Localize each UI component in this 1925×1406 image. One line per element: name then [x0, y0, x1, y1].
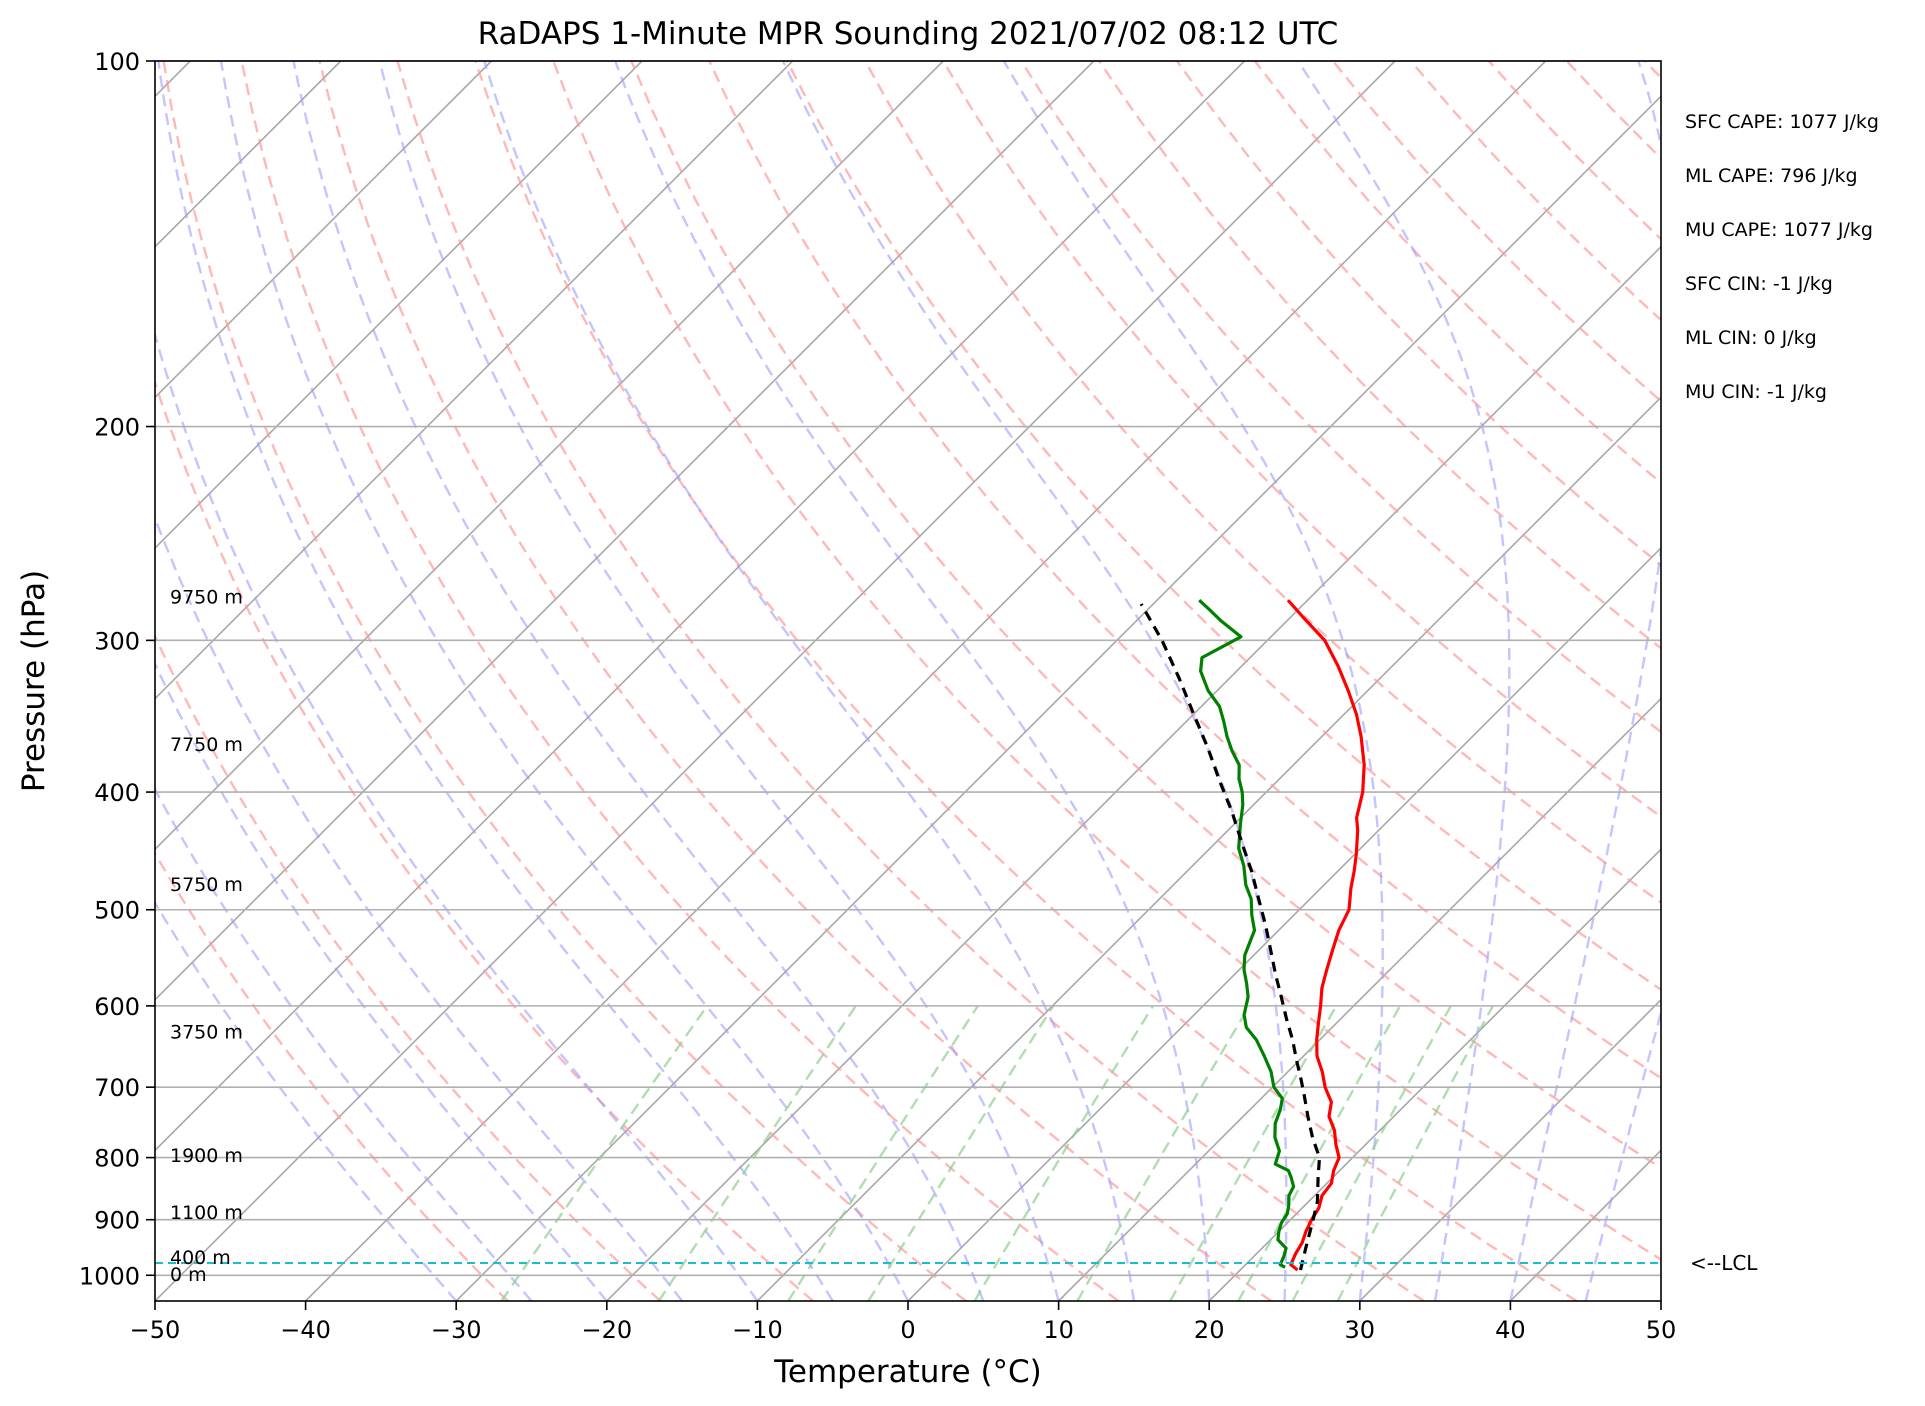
isotherm-line	[455, 95, 1661, 1301]
cape-cin-annotations: SFC CAPE: 1077 J/kg ML CAPE: 796 J/kg MU C…	[1685, 111, 1879, 403]
moist-adiabat-line	[155, 661, 608, 1301]
dry-adiabat-line	[630, 61, 1661, 1170]
y-tick-label: 100	[94, 48, 140, 76]
height-label: 9750 m	[170, 586, 243, 608]
isotherm-line	[155, 61, 492, 399]
series-line-1	[1286, 599, 1366, 1272]
annotation-text: SFC CAPE: 1077 J/kg	[1685, 111, 1879, 133]
x-tick-label: −50	[130, 1316, 181, 1344]
height-label: 400 m	[170, 1247, 231, 1269]
moist-adiabat-line	[155, 900, 458, 1301]
y-tick-label: 600	[94, 993, 140, 1021]
moist-adiabat-line	[155, 330, 759, 1301]
moist-adiabat-line	[157, 61, 834, 1301]
x-tick-label: 10	[1043, 1316, 1074, 1344]
x-axis-label: Temperature (°C)	[773, 1354, 1042, 1390]
y-tick-label: 1000	[79, 1262, 140, 1290]
annotation-text: ML CIN: 0 J/kg	[1685, 327, 1817, 349]
mixing-ratio-line	[1076, 1005, 1251, 1301]
isotherm-line	[155, 61, 1396, 1301]
height-labels: 9750 m 7750 m 5750 m 3750 m 1900 m 1100 m 400 …	[170, 586, 243, 1286]
x-tick-label: −10	[732, 1316, 783, 1344]
chart-title: RaDAPS 1-Minute MPR Sounding 2021/07/02 …	[478, 16, 1339, 52]
moist-adiabat-line	[483, 61, 1136, 1301]
x-tick-label: 0	[900, 1316, 915, 1344]
y-tick-label: 900	[94, 1207, 140, 1235]
isotherm-line	[155, 61, 944, 851]
y-tick-label: 400	[94, 779, 140, 807]
moist-adiabat-line	[378, 61, 1060, 1301]
x-tick-label: −40	[280, 1316, 331, 1344]
moist-adiabat-line	[1002, 61, 1384, 1301]
y-axis-ticks: 100 200 300 400 500 600 700 800 900 1000	[79, 48, 155, 1290]
moist-adiabat-line	[614, 61, 1211, 1301]
y-tick-label: 200	[94, 414, 140, 442]
dry-adiabat-line	[155, 633, 662, 1301]
y-tick-label: 800	[94, 1145, 140, 1173]
series-line-2	[1198, 599, 1296, 1269]
dry-adiabat-line	[474, 61, 1578, 1301]
x-tick-label: 20	[1194, 1316, 1225, 1344]
mixing-ratio-line	[1169, 1005, 1338, 1301]
x-tick-label: −20	[581, 1316, 632, 1344]
height-label: 5750 m	[170, 874, 243, 896]
mixing-ratio-line	[1237, 1005, 1402, 1301]
height-label: 1900 m	[170, 1145, 243, 1167]
dry-adiabat-line	[155, 851, 509, 1301]
x-axis-ticks: −50 −40 −30 −20 −10 0 10 20 30 40 50	[130, 1301, 1677, 1344]
dry-adiabat-line	[396, 61, 1425, 1301]
mixing-ratio-line	[973, 1005, 1155, 1301]
x-tick-label: 30	[1345, 1316, 1376, 1344]
annotation-text: ML CAPE: 796 J/kg	[1685, 165, 1858, 187]
moist-adiabat-line	[292, 61, 985, 1301]
isotherm-line	[907, 546, 1661, 1301]
dry-adiabat-line	[1098, 61, 1661, 650]
y-tick-label: 300	[94, 627, 140, 655]
moist-adiabat-line	[1296, 61, 1511, 1301]
mixing-ratio-line	[500, 1005, 709, 1301]
isotherm-line	[155, 61, 794, 700]
isotherm-line	[155, 61, 1245, 1152]
moist-adiabat-line	[219, 61, 910, 1301]
isotherm-line	[155, 61, 643, 550]
annotation-text: MU CAPE: 1077 J/kg	[1685, 219, 1873, 241]
isotherm-line	[606, 245, 1661, 1301]
series-line-3	[1139, 603, 1322, 1271]
dry-adiabat-line	[155, 378, 814, 1301]
annotation-text: MU CIN: -1 J/kg	[1685, 381, 1827, 403]
moist-adiabat-line	[1509, 61, 1661, 1301]
mixing-ratio-line	[657, 1005, 857, 1301]
dry-adiabat-line	[786, 61, 1661, 992]
data-series	[1139, 599, 1366, 1272]
isotherm-line	[155, 61, 1095, 1001]
height-label: 7750 m	[170, 734, 243, 756]
y-tick-label: 500	[94, 897, 140, 925]
isotherm-line	[1058, 697, 1661, 1301]
isotherm-line	[1208, 848, 1661, 1301]
y-axis-label: Pressure (hPa)	[16, 570, 52, 792]
moist-adiabat-line	[155, 515, 684, 1301]
dry-adiabat-line	[1020, 61, 1661, 734]
mixing-ratio-line	[867, 1005, 1055, 1301]
background-lines	[155, 61, 1661, 1301]
annotation-text: SFC CIN: -1 J/kg	[1685, 273, 1833, 295]
height-label: 3750 m	[170, 1022, 243, 1044]
height-label: 0 m	[170, 1264, 207, 1286]
x-tick-label: 50	[1646, 1316, 1677, 1344]
x-tick-label: −30	[431, 1316, 482, 1344]
y-tick-label: 700	[94, 1074, 140, 1102]
mixing-ratio-line	[1336, 1005, 1494, 1301]
isotherm-line	[1359, 998, 1661, 1301]
dry-adiabat-line	[552, 61, 1661, 1261]
x-tick-label: 40	[1495, 1316, 1526, 1344]
lcl-label: <--LCL	[1690, 1251, 1758, 1275]
height-label: 1100 m	[170, 1202, 243, 1224]
moist-adiabat-line	[155, 786, 533, 1301]
dry-adiabat-line	[240, 61, 1120, 1301]
mixing-ratio-line	[1291, 1005, 1452, 1301]
dry-adiabat-line	[318, 61, 1272, 1301]
dry-adiabat-line	[708, 61, 1661, 1080]
mixing-ratio-line	[787, 1005, 979, 1301]
